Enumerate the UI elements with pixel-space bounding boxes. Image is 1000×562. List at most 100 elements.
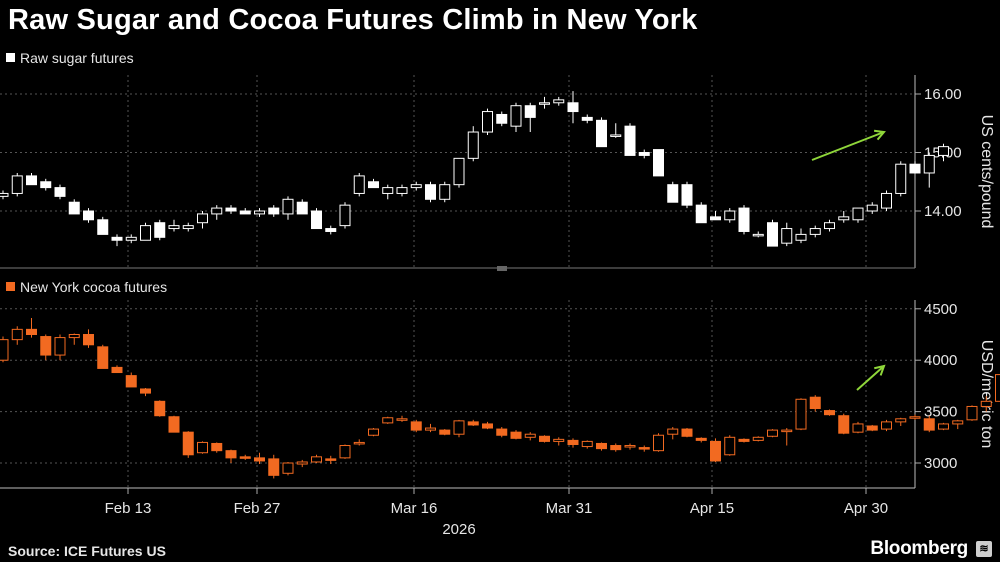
cocoa-candle-body <box>581 440 593 448</box>
panel-divider-handle <box>497 266 507 271</box>
cocoa-candle-body <box>952 420 964 425</box>
cocoa-candle-body <box>923 418 935 431</box>
sugar-candle-body <box>325 228 337 232</box>
x-tick-label: Apr 15 <box>690 500 734 517</box>
sugar-candle-body <box>111 236 123 241</box>
cocoa-candle-body <box>809 396 821 410</box>
cocoa-candle-body <box>610 445 622 451</box>
cocoa-candle-body <box>724 436 736 456</box>
cocoa-candle-body <box>553 438 565 442</box>
y-tick-label-cocoa: 4500 <box>924 301 957 318</box>
sugar-candle-body <box>852 207 864 221</box>
cocoa-candle-body <box>26 328 37 335</box>
cocoa-candle-body <box>325 458 337 461</box>
legend-sugar-label: Raw sugar futures <box>20 50 134 66</box>
x-tick-label: Mar 31 <box>546 500 593 517</box>
cocoa-candle-body <box>938 423 949 430</box>
cocoa-candle-body <box>111 366 123 374</box>
cocoa-candle-body <box>653 434 664 452</box>
sugar-candle-body <box>524 105 536 118</box>
sugar-candle-body <box>396 187 408 194</box>
cocoa-candle-body <box>866 425 878 431</box>
sugar-candle-body <box>254 210 265 215</box>
sugar-candle-body <box>795 233 807 241</box>
sugar-candle-body <box>97 219 109 235</box>
cocoa-candle-body <box>68 334 80 339</box>
cocoa-candle-body <box>638 447 650 450</box>
y-tick-label-sugar: 16.00 <box>924 86 962 103</box>
sugar-candle-body <box>26 175 37 186</box>
y-tick-label-cocoa: 4000 <box>924 352 957 369</box>
cocoa-candle-body <box>838 415 850 434</box>
sugar-candle-body <box>624 125 636 156</box>
cocoa-candle-body <box>966 405 978 421</box>
sugar-candle-body <box>653 149 664 177</box>
sugar-candle-body <box>54 187 66 197</box>
legend-sugar-swatch <box>6 53 15 62</box>
sugar-candle-body <box>710 216 721 221</box>
sugar-candle-body <box>510 105 522 127</box>
sugar-candle-body <box>596 119 607 148</box>
sugar-candle-body <box>11 175 23 194</box>
sugar-candle-body <box>439 184 451 200</box>
sugar-candle-body <box>767 222 778 247</box>
y-tick-label-cocoa: 3500 <box>924 404 957 421</box>
cocoa-candle-body <box>268 458 280 476</box>
sugar-candle-body <box>125 236 137 241</box>
sugar-candle-body <box>311 210 322 230</box>
sugar-candle-body <box>866 204 878 212</box>
sugar-candle-body <box>581 116 593 121</box>
sugar-candle-body <box>268 207 280 215</box>
cocoa-candle-body <box>396 418 408 421</box>
cocoa-candle-body <box>425 427 436 431</box>
cocoa-candle-body <box>496 428 508 436</box>
cocoa-candle-body <box>467 421 479 426</box>
cocoa-candle-body <box>596 442 607 450</box>
chart-title: Raw Sugar and Cocoa Futures Climb in New… <box>8 4 698 36</box>
sugar-candle-body <box>881 192 892 209</box>
sugar-candle-body <box>496 113 508 124</box>
cocoa-candle-body <box>439 429 451 435</box>
sugar-candle-body <box>781 228 793 244</box>
sugar-candle-body <box>353 175 365 194</box>
cocoa-candle-body <box>510 431 522 439</box>
x-tick-label: Apr 30 <box>844 500 888 517</box>
cocoa-candle-body <box>11 328 23 341</box>
cocoa-candle-body <box>0 339 9 361</box>
cocoa-candle-body <box>909 416 921 419</box>
cocoa-candle-body <box>311 456 322 463</box>
cocoa-candle-body <box>824 410 835 416</box>
sugar-candle-body <box>154 222 166 238</box>
sugar-candle-body <box>467 131 479 159</box>
sugar-candle-body <box>667 184 679 203</box>
bloomberg-icon: ≋ <box>976 541 992 557</box>
sugar-candle-body <box>211 207 223 215</box>
cocoa-candle-body <box>710 440 721 462</box>
sugar-candle-body <box>752 233 764 237</box>
sugar-candle-body <box>182 225 194 230</box>
cocoa-up-arrow-head <box>874 364 886 376</box>
sugar-candle-body <box>938 146 949 156</box>
y-axis-title-cocoa: USD/metric ton <box>978 340 995 448</box>
cocoa-candle-body <box>54 337 66 356</box>
cocoa-candle-body <box>881 421 892 430</box>
sugar-candle-body <box>482 111 493 133</box>
sugar-candle-body <box>610 134 622 137</box>
y-tick-label-cocoa: 3000 <box>924 455 957 472</box>
legend-cocoa-label: New York cocoa futures <box>20 279 168 295</box>
cocoa-candle-body <box>97 346 109 369</box>
cocoa-candle-body <box>752 436 764 441</box>
x-tick-label: Feb 27 <box>234 500 281 517</box>
cocoa-candle-body <box>995 374 1000 402</box>
cocoa-up-arrow-shaft <box>856 365 885 391</box>
cocoa-candle-body <box>353 441 365 445</box>
y-axis-title-sugar: US cents/pound <box>978 115 995 229</box>
cocoa-candle-body <box>83 334 94 346</box>
sugar-candle-body <box>282 198 294 215</box>
cocoa-candle-body <box>795 398 807 430</box>
sugar-candle-body <box>197 213 208 224</box>
cocoa-candle-body <box>140 388 151 394</box>
sugar-candle-body <box>368 181 379 189</box>
sugar-candle-body <box>168 225 180 230</box>
